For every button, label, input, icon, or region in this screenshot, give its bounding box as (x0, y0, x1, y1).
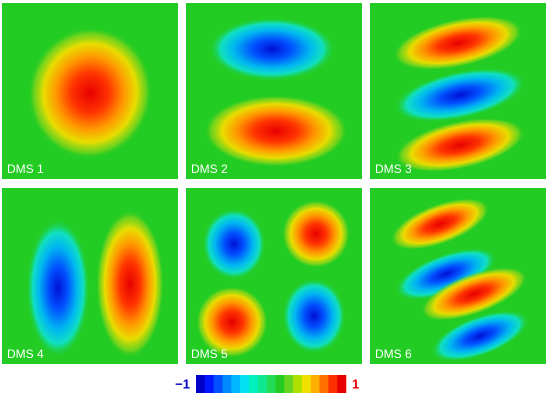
mode-lobe (208, 17, 336, 81)
colorbar-segment (231, 375, 241, 393)
panel: DMS 2 (186, 3, 362, 179)
mode-lobe (430, 310, 530, 362)
colorbar-tick-label: 1 (352, 376, 359, 391)
panel-label: DMS 4 (7, 347, 44, 361)
panel-label: DMS 6 (375, 347, 412, 361)
mode-lobe (395, 117, 525, 173)
colorbar-segment (275, 375, 285, 393)
mode-lobe (202, 208, 266, 280)
colorbar-segment (204, 375, 214, 393)
panel: DMS 4 (2, 188, 178, 364)
panel-label: DMS 2 (191, 162, 228, 176)
mode-lobe (27, 27, 153, 159)
panel: DMS 3 (370, 3, 546, 179)
colorbar-segment (328, 375, 338, 393)
mode-lobe (96, 210, 164, 358)
mode-lobe (282, 200, 350, 268)
colorbar-segment (284, 375, 294, 393)
colorbar-segment (337, 375, 347, 393)
mode-lobe (204, 95, 348, 167)
colorbar-segment (293, 375, 303, 393)
mode-lobe (196, 286, 268, 358)
colorbar-segment (301, 375, 312, 393)
mode-lobe (26, 218, 90, 358)
colorbar-segment (266, 375, 276, 393)
panel: DMS 6 (370, 188, 546, 364)
colorbar-segment (196, 375, 206, 393)
panel-label: DMS 3 (375, 162, 412, 176)
colorbar-segment (213, 375, 223, 393)
panel: DMS 5 (186, 188, 362, 364)
mode-lobe (393, 67, 527, 123)
colorbar-segment (222, 375, 232, 393)
colorbar-segment (248, 375, 259, 393)
panel-label: DMS 1 (7, 162, 44, 176)
mode-lobe (394, 247, 498, 301)
colorbar-segment (310, 375, 320, 393)
mode-lobe (393, 15, 523, 71)
colorbar-segment (240, 375, 250, 393)
colorbar-segment (319, 375, 329, 393)
panel-label: DMS 5 (191, 347, 228, 361)
mode-lobe (282, 278, 346, 354)
colorbar-tick-label: −1 (175, 376, 190, 391)
panel: DMS 1 (2, 3, 178, 179)
mode-lobe (420, 267, 528, 321)
colorbar-segment (257, 375, 267, 393)
mode-lobe (390, 198, 490, 250)
